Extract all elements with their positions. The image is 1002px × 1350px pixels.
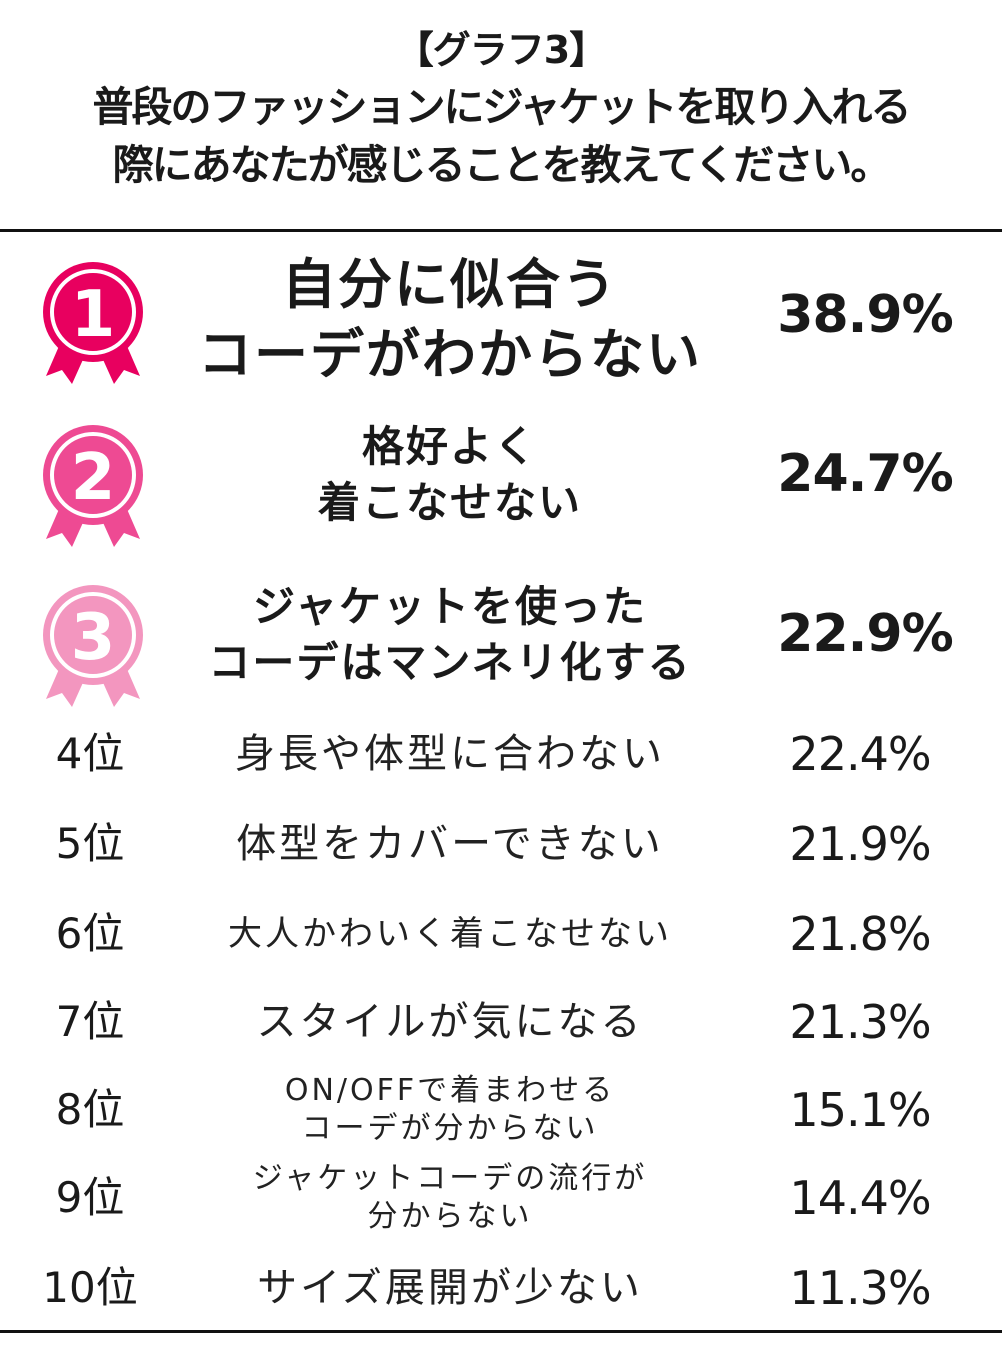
rank-5-value: 21.9%	[789, 817, 931, 871]
rank-3-value: 22.9%	[777, 604, 953, 664]
rank-6-position: 6位	[55, 909, 125, 958]
rank-8-value: 15.1%	[789, 1083, 931, 1137]
rank-row-6: 6位 大人かわいく着こなせない 21.8%	[0, 902, 1002, 968]
rank-2-number: 2	[71, 441, 116, 515]
rank-9-label-line-2: 分からない	[367, 1199, 533, 1234]
rank-5-label: 体型をカバーできない	[160, 814, 740, 874]
rank-10-label-line-1: サイズ展開が少ない	[257, 1265, 643, 1311]
rank-8-label: ON/OFFで着まわせる コーデが分からない	[160, 1072, 740, 1148]
rank-3-label: ジャケットを使った コーデはマンネリ化する	[160, 579, 740, 691]
top-divider	[0, 229, 1002, 232]
bottom-divider	[0, 1330, 1002, 1333]
rank-1-label: 自分に似合う コーデがわからない	[160, 250, 740, 390]
rank-7-value: 21.3%	[789, 995, 931, 1049]
rank-8-label-line-2: コーデが分からない	[301, 1111, 599, 1146]
rank-5-position: 5位	[55, 819, 125, 868]
rank-8-label-line-1: ON/OFFで着まわせる	[284, 1073, 616, 1108]
chart-title: 【グラフ3】 普段のファッションにジャケットを取り入れる 際にあなたが感じること…	[0, 22, 1002, 194]
rank-9-position: 9位	[55, 1173, 125, 1222]
rank-row-4: 4位 身長や体型に合わない 22.4%	[0, 722, 1002, 788]
rank-4-value: 22.4%	[789, 727, 931, 781]
rank-row-8: 8位 ON/OFFで着まわせる コーデが分からない 15.1%	[0, 1072, 1002, 1148]
rank-9-value: 14.4%	[789, 1171, 931, 1225]
rank-row-7: 7位 スタイルが気になる 21.3%	[0, 990, 1002, 1056]
rank-7-position: 7位	[55, 997, 125, 1046]
rank-2-label-line-1: 格好よく	[361, 422, 538, 471]
rank-4-label: 身長や体型に合わない	[160, 724, 740, 784]
rank-9-label-line-1: ジャケットコーデの流行が	[252, 1161, 648, 1196]
rank-3-label-line-1: ジャケットを使った	[253, 582, 647, 631]
rank-1-label-line-2: コーデがわからない	[198, 323, 702, 386]
rank-4-label-line-1: 身長や体型に合わない	[235, 731, 665, 777]
rank-row-9: 9位 ジャケットコーデの流行が 分からない 14.4%	[0, 1160, 1002, 1236]
rank-1-medal-icon: 1	[38, 258, 148, 388]
rank-3-medal-icon: 3	[38, 581, 148, 711]
rank-2-medal-icon: 2	[38, 421, 148, 551]
rank-6-label: 大人かわいく着こなせない	[160, 904, 740, 964]
rank-2-value: 24.7%	[777, 444, 953, 504]
rank-6-value: 21.8%	[789, 907, 931, 961]
rank-3-number: 3	[71, 601, 116, 675]
rank-2-label: 格好よく 着こなせない	[160, 419, 740, 531]
rank-2-label-line-2: 着こなせない	[317, 478, 582, 527]
rank-10-position: 10位	[42, 1263, 138, 1312]
rank-9-label: ジャケットコーデの流行が 分からない	[160, 1160, 740, 1236]
rank-7-label-line-1: スタイルが気になる	[256, 999, 644, 1045]
rank-10-value: 11.3%	[789, 1261, 931, 1315]
rank-6-label-line-1: 大人かわいく着こなせない	[228, 914, 672, 954]
rank-1-label-line-1: 自分に似合う	[282, 253, 618, 316]
rank-1-value: 38.9%	[777, 285, 953, 345]
rank-row-3: 3 ジャケットを使った コーデはマンネリ化する 22.9%	[0, 575, 1002, 715]
rank-5-label-line-1: 体型をカバーできない	[236, 821, 664, 867]
rank-1-number: 1	[71, 278, 116, 352]
rank-4-position: 4位	[55, 729, 125, 778]
rank-row-1: 1 自分に似合う コーデがわからない 38.9%	[0, 250, 1002, 390]
rank-8-position: 8位	[55, 1085, 125, 1134]
rank-3-label-line-2: コーデはマンネリ化する	[208, 638, 692, 687]
rank-10-label: サイズ展開が少ない	[160, 1258, 740, 1318]
rank-row-5: 5位 体型をカバーできない 21.9%	[0, 812, 1002, 878]
chart-title-line-2: 際にあなたが感じることを教えてください。	[112, 141, 892, 189]
rank-7-label: スタイルが気になる	[160, 992, 740, 1052]
rank-row-10: 10位 サイズ展開が少ない 11.3%	[0, 1258, 1002, 1324]
rank-row-2: 2 格好よく 着こなせない 24.7%	[0, 415, 1002, 555]
chart-title-tag: 【グラフ3】	[395, 28, 607, 72]
chart-title-line-1: 普段のファッションにジャケットを取り入れる	[92, 83, 912, 131]
